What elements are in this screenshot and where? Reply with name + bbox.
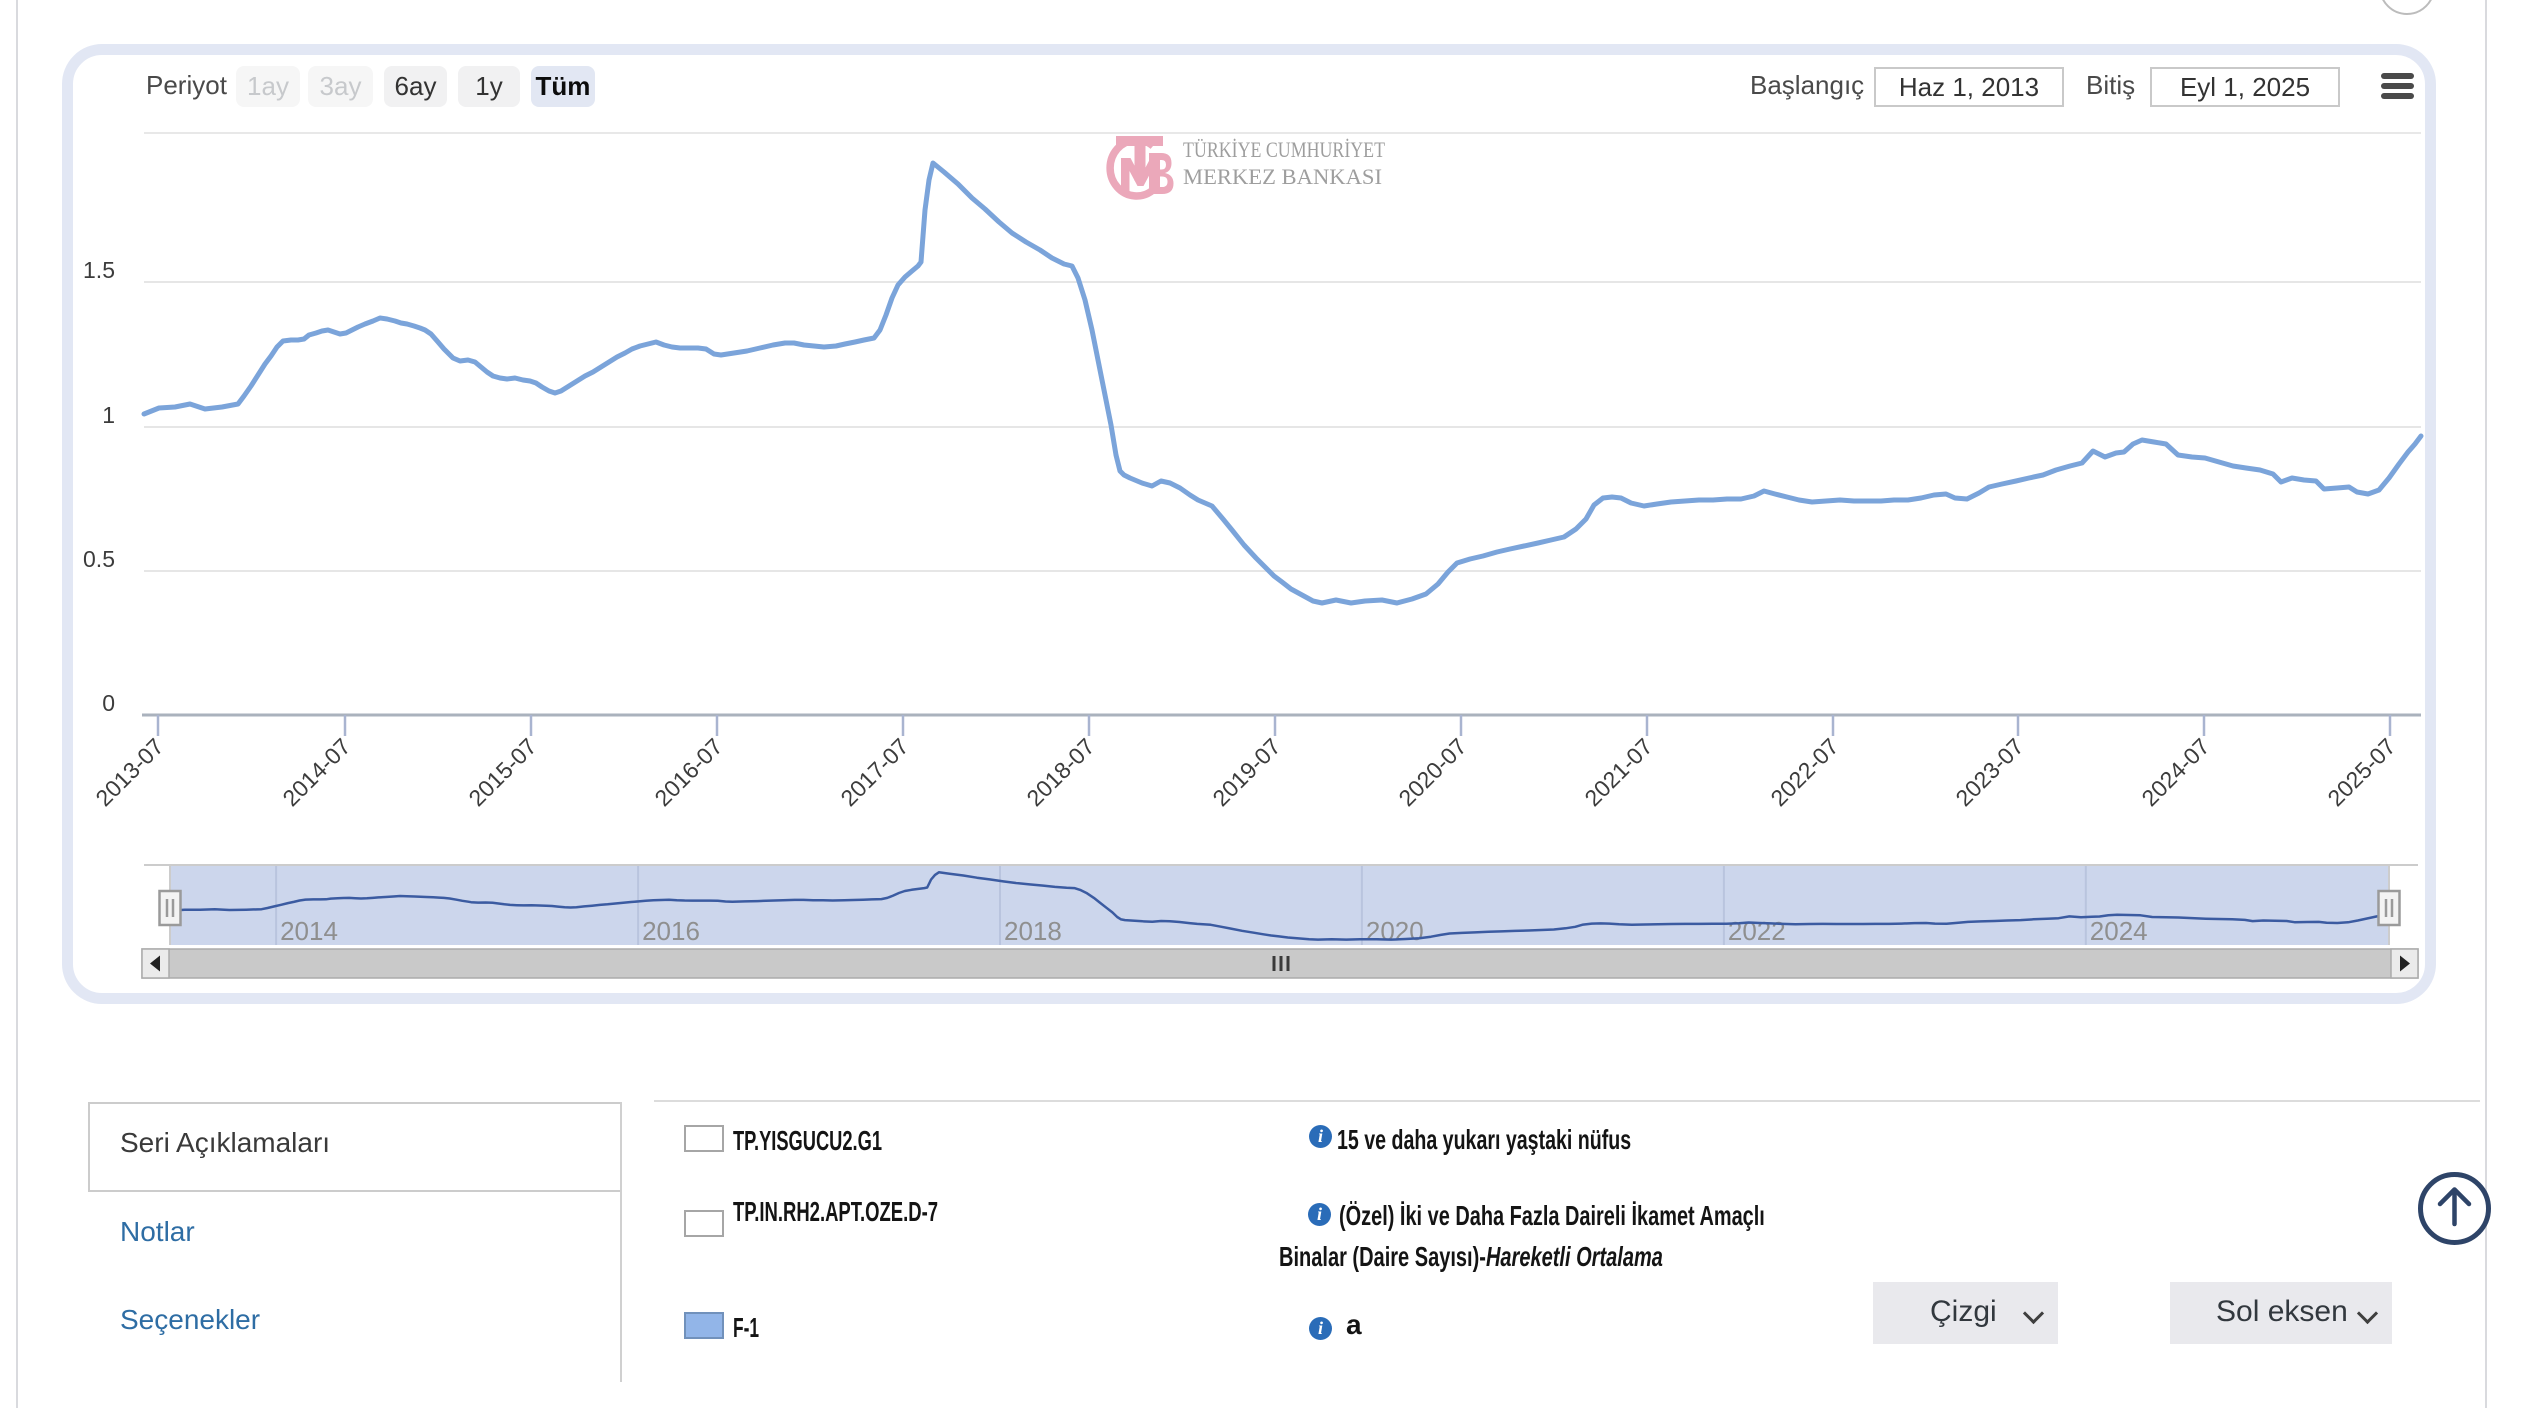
svg-text:TÜRKİYE CUMHURİYET: TÜRKİYE CUMHURİYET xyxy=(1183,137,1385,162)
svg-text:2020: 2020 xyxy=(1366,916,1424,946)
svg-text:2024: 2024 xyxy=(2090,916,2148,946)
svg-text:2014: 2014 xyxy=(280,916,338,946)
svg-text:2016: 2016 xyxy=(642,916,700,946)
svg-text:2022-07: 2022-07 xyxy=(1765,733,1843,811)
svg-text:2016-07: 2016-07 xyxy=(649,733,727,811)
svg-text:2018: 2018 xyxy=(1004,916,1062,946)
svg-text:2022: 2022 xyxy=(1728,916,1786,946)
svg-text:2015-07: 2015-07 xyxy=(463,733,541,811)
svg-text:MERKEZ BANKASI: MERKEZ BANKASI xyxy=(1183,164,1382,189)
svg-text:0.5: 0.5 xyxy=(83,546,115,572)
svg-text:2024-07: 2024-07 xyxy=(2136,733,2214,811)
svg-text:2014-07: 2014-07 xyxy=(277,733,355,811)
svg-text:2023-07: 2023-07 xyxy=(1950,733,2028,811)
svg-text:2020-07: 2020-07 xyxy=(1393,733,1471,811)
svg-text:1.5: 1.5 xyxy=(83,257,115,283)
svg-text:2017-07: 2017-07 xyxy=(835,733,913,811)
svg-text:2021-07: 2021-07 xyxy=(1579,733,1657,811)
svg-text:2013-07: 2013-07 xyxy=(90,733,168,811)
svg-text:2025-07: 2025-07 xyxy=(2322,733,2400,811)
svg-text:2018-07: 2018-07 xyxy=(1021,733,1099,811)
svg-text:1: 1 xyxy=(102,402,115,428)
svg-text:0: 0 xyxy=(102,690,115,716)
svg-text:2019-07: 2019-07 xyxy=(1207,733,1285,811)
